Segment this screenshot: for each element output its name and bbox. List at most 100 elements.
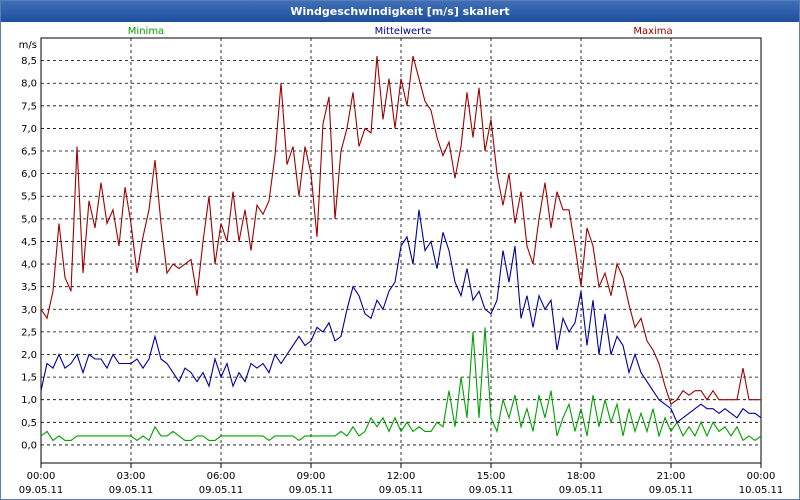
- data-point-mittelwerte: [466, 268, 467, 269]
- data-point-maxima: [142, 236, 143, 237]
- data-point-mittelwerte: [124, 363, 125, 364]
- data-point-mittelwerte: [544, 309, 545, 310]
- data-point-minima: [556, 435, 557, 436]
- data-point-mittelwerte: [316, 327, 317, 328]
- x-tick-time: 18:00: [567, 471, 596, 482]
- data-point-minima: [442, 426, 443, 427]
- data-point-maxima: [508, 173, 509, 174]
- data-point-mittelwerte: [94, 358, 95, 359]
- data-point-minima: [148, 440, 149, 441]
- data-point-minima: [418, 426, 419, 427]
- grid: [41, 38, 761, 463]
- data-point-minima: [604, 399, 605, 400]
- data-point-mittelwerte: [520, 318, 521, 319]
- data-point-mittelwerte: [70, 363, 71, 364]
- data-point-maxima: [238, 241, 239, 242]
- data-point-mittelwerte: [220, 377, 221, 378]
- x-tick-time: 03:00: [117, 471, 146, 482]
- data-point-mittelwerte: [184, 368, 185, 369]
- data-point-maxima: [370, 132, 371, 133]
- data-point-maxima: [268, 200, 269, 201]
- data-point-minima: [304, 435, 305, 436]
- data-point-minima: [640, 413, 641, 414]
- data-point-minima: [610, 422, 611, 423]
- data-point-maxima: [100, 182, 101, 183]
- data-point-maxima: [706, 399, 707, 400]
- y-tick-label: 3,0: [21, 305, 37, 316]
- data-point-mittelwerte: [586, 345, 587, 346]
- data-point-maxima: [664, 386, 665, 387]
- x-tick-time: 15:00: [477, 471, 506, 482]
- data-point-maxima: [70, 291, 71, 292]
- data-point-maxima: [598, 286, 599, 287]
- x-tick-time: 12:00: [387, 471, 416, 482]
- data-point-minima: [190, 440, 191, 441]
- data-point-maxima: [382, 119, 383, 120]
- data-point-minima: [646, 431, 647, 432]
- data-point-minima: [448, 390, 449, 391]
- data-point-minima: [538, 395, 539, 396]
- data-point-mittelwerte: [214, 358, 215, 359]
- data-point-maxima: [562, 209, 563, 210]
- data-point-maxima: [628, 304, 629, 305]
- data-point-mittelwerte: [580, 291, 581, 292]
- data-point-mittelwerte: [82, 372, 83, 373]
- data-point-minima: [484, 327, 485, 328]
- legend-mittelwerte: Mittelwerte: [375, 26, 432, 37]
- data-point-mittelwerte: [622, 345, 623, 346]
- data-point-mittelwerte: [532, 327, 533, 328]
- data-point-minima: [748, 435, 749, 436]
- data-point-mittelwerte: [442, 232, 443, 233]
- y-tick-label: 1,0: [21, 395, 37, 406]
- data-point-minima: [532, 431, 533, 432]
- data-point-mittelwerte: [610, 354, 611, 355]
- data-point-maxima: [544, 182, 545, 183]
- data-point-maxima: [490, 119, 491, 120]
- data-point-minima: [70, 440, 71, 441]
- data-point-maxima: [592, 245, 593, 246]
- data-point-maxima: [46, 318, 47, 319]
- data-point-mittelwerte: [106, 368, 107, 369]
- data-point-minima: [112, 435, 113, 436]
- data-point-maxima: [250, 250, 251, 251]
- data-point-maxima: [190, 259, 191, 260]
- data-point-mittelwerte: [598, 354, 599, 355]
- data-point-mittelwerte: [352, 286, 353, 287]
- data-point-mittelwerte: [760, 417, 761, 418]
- data-point-mittelwerte: [448, 250, 449, 251]
- data-point-minima: [88, 435, 89, 436]
- data-point-minima: [688, 426, 689, 427]
- data-point-mittelwerte: [550, 300, 551, 301]
- data-point-maxima: [496, 173, 497, 174]
- data-point-minima: [262, 435, 263, 436]
- data-point-minima: [670, 431, 671, 432]
- data-point-mittelwerte: [664, 404, 665, 405]
- y-tick-label: 3,5: [21, 282, 37, 293]
- data-point-maxima: [328, 96, 329, 97]
- data-point-minima: [700, 422, 701, 423]
- data-point-maxima: [418, 78, 419, 79]
- data-point-minima: [268, 440, 269, 441]
- data-point-maxima: [676, 399, 677, 400]
- data-point-maxima: [376, 56, 377, 57]
- data-point-maxima: [388, 78, 389, 79]
- data-point-maxima: [106, 223, 107, 224]
- data-point-maxima: [184, 264, 185, 265]
- data-point-maxima: [160, 223, 161, 224]
- data-point-mittelwerte: [472, 300, 473, 301]
- data-point-mittelwerte: [118, 363, 119, 364]
- data-point-minima: [634, 431, 635, 432]
- data-point-maxima: [724, 399, 725, 400]
- data-point-minima: [136, 440, 137, 441]
- data-point-maxima: [760, 399, 761, 400]
- data-point-minima: [184, 440, 185, 441]
- data-point-maxima: [148, 209, 149, 210]
- data-point-maxima: [52, 291, 53, 292]
- data-point-maxima: [202, 241, 203, 242]
- data-point-maxima: [322, 123, 323, 124]
- data-point-mittelwerte: [256, 368, 257, 369]
- y-tick-label: 6,5: [21, 147, 37, 158]
- data-point-minima: [742, 440, 743, 441]
- data-point-mittelwerte: [538, 295, 539, 296]
- data-point-maxima: [460, 146, 461, 147]
